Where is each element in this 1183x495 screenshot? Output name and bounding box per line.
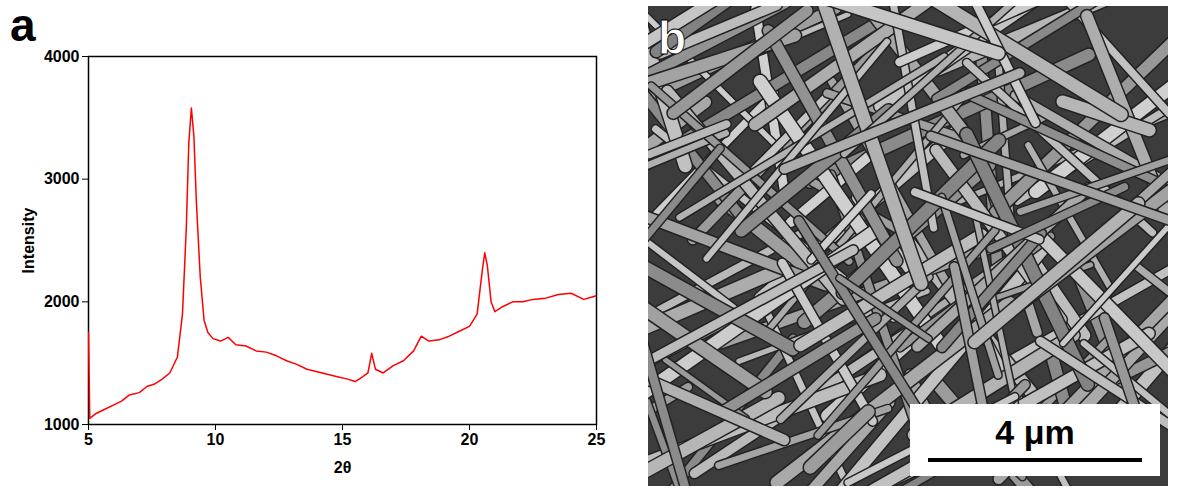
svg-text:2000: 2000: [44, 293, 80, 310]
svg-text:4000: 4000: [44, 48, 80, 65]
svg-text:25: 25: [588, 431, 606, 448]
svg-text:Intensity: Intensity: [20, 208, 37, 274]
svg-text:4 μm: 4 μm: [995, 413, 1074, 451]
html-text:a: a: [10, 0, 36, 51]
svg-text:2θ: 2θ: [334, 459, 352, 476]
svg-text:15: 15: [334, 431, 352, 448]
svg-text:1000: 1000: [44, 416, 80, 433]
svg-text:5: 5: [84, 431, 93, 448]
svg-text:b: b: [658, 12, 686, 64]
svg-text:20: 20: [461, 431, 479, 448]
svg-text:10: 10: [207, 431, 225, 448]
svg-text:3000: 3000: [44, 170, 80, 187]
